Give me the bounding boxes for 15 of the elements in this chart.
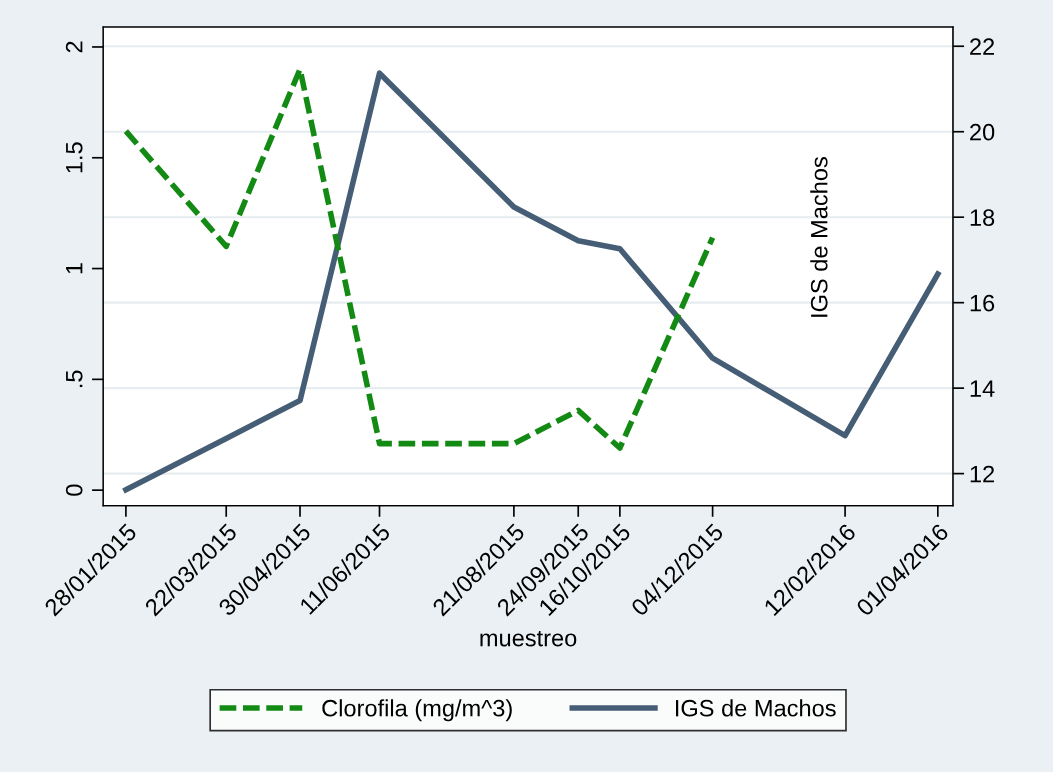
y-tick-label: .5 xyxy=(66,370,83,388)
y2-axis-title: IGS de Machos xyxy=(810,157,828,317)
y-tick-label: 2 xyxy=(65,41,83,53)
x-axis-title: muestreo xyxy=(480,630,577,647)
y-tick-label: 1.5 xyxy=(66,142,83,173)
y-tick-label: 0 xyxy=(65,484,83,496)
y2-tick-label: 14 xyxy=(970,380,995,397)
y-tick-label: 1 xyxy=(66,263,83,274)
y2-tick-label: 22 xyxy=(970,38,995,55)
y2-tick-label: 12 xyxy=(970,465,995,483)
legend-label: Clorofila (mg/m^3) xyxy=(322,699,512,722)
y2-tick-label: 16 xyxy=(970,294,995,312)
legend-label: IGS de Machos xyxy=(676,699,836,717)
y2-tick-label: 18 xyxy=(970,209,995,226)
y2-tick-label: 20 xyxy=(970,123,995,141)
